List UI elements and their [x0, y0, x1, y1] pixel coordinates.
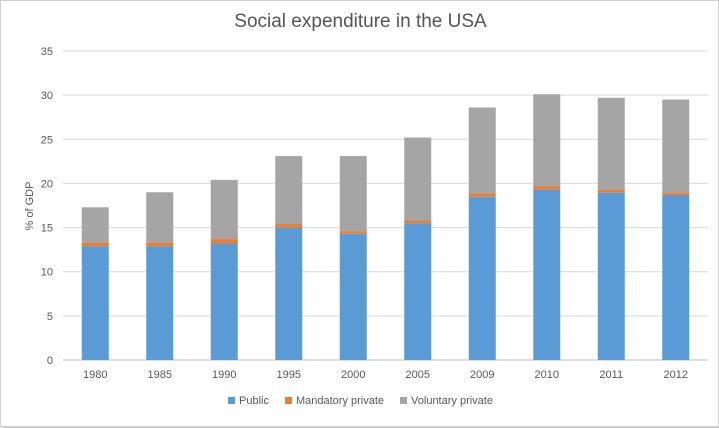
- bar-public: [404, 223, 432, 360]
- bar-voluntary-private: [404, 137, 432, 221]
- bar-mandatory-private: [533, 186, 561, 190]
- bar-public: [146, 246, 174, 360]
- bar-public: [468, 196, 496, 360]
- bar-mandatory-private: [275, 224, 303, 228]
- y-axis-label: % of GDP: [24, 182, 36, 231]
- x-tick-label: 1995: [277, 369, 301, 381]
- bar-voluntary-private: [597, 97, 625, 190]
- x-tick-label: 1990: [212, 369, 236, 381]
- x-tick-label: 1985: [148, 369, 172, 381]
- bar-public: [81, 246, 109, 360]
- legend-label: Voluntary private: [411, 395, 493, 407]
- bar-mandatory-private: [597, 189, 625, 193]
- y-tick-label: 35: [41, 46, 53, 58]
- bar-public: [210, 243, 238, 360]
- bar-mandatory-private: [404, 220, 432, 224]
- bar-public: [275, 227, 303, 360]
- bar-voluntary-private: [533, 94, 561, 187]
- legend-swatch: [228, 397, 236, 404]
- y-tick-label: 20: [41, 178, 53, 190]
- bar-mandatory-private: [146, 242, 174, 247]
- bar-voluntary-private: [468, 107, 496, 194]
- y-tick-label: 10: [41, 267, 53, 279]
- legend-item: Public: [228, 395, 269, 407]
- chart-title: Social expenditure in the USA: [234, 11, 487, 32]
- bar-voluntary-private: [339, 156, 367, 232]
- x-tick-label: 2009: [470, 369, 494, 381]
- x-tick-label: 2000: [341, 369, 365, 381]
- bar-mandatory-private: [81, 242, 109, 247]
- y-tick-label: 25: [41, 134, 53, 146]
- x-tick-label: 2010: [535, 369, 559, 381]
- bar-voluntary-private: [81, 207, 109, 243]
- bar-mandatory-private: [210, 239, 238, 244]
- y-tick-label: 30: [41, 90, 53, 102]
- legend-item: Mandatory private: [284, 395, 385, 407]
- legend-label: Public: [239, 395, 269, 407]
- legend-swatch: [400, 397, 408, 404]
- bar-voluntary-private: [146, 192, 174, 243]
- bar-mandatory-private: [662, 192, 690, 195]
- x-tick-label: 1980: [83, 369, 107, 381]
- y-tick-label: 0: [47, 355, 53, 367]
- x-tick-label: 2011: [599, 369, 623, 381]
- x-tick-label: 2005: [406, 369, 430, 381]
- legend-swatch: [284, 397, 292, 404]
- bar-public: [533, 189, 561, 360]
- bar-voluntary-private: [210, 179, 238, 240]
- bar-voluntary-private: [662, 99, 690, 193]
- y-tick-label: 15: [41, 223, 53, 235]
- bar-mandatory-private: [468, 193, 496, 197]
- legend: Public Mandatory private Voluntary private: [1, 395, 719, 407]
- bar-public: [662, 194, 690, 360]
- y-tick-label: 5: [47, 311, 53, 323]
- bar-mandatory-private: [339, 231, 367, 234]
- bar-public: [339, 233, 367, 360]
- legend-item: Voluntary private: [400, 395, 493, 407]
- bar-public: [597, 192, 625, 360]
- x-tick-label: 2012: [664, 369, 688, 381]
- legend-label: Mandatory private: [295, 395, 385, 407]
- bar-voluntary-private: [275, 156, 303, 225]
